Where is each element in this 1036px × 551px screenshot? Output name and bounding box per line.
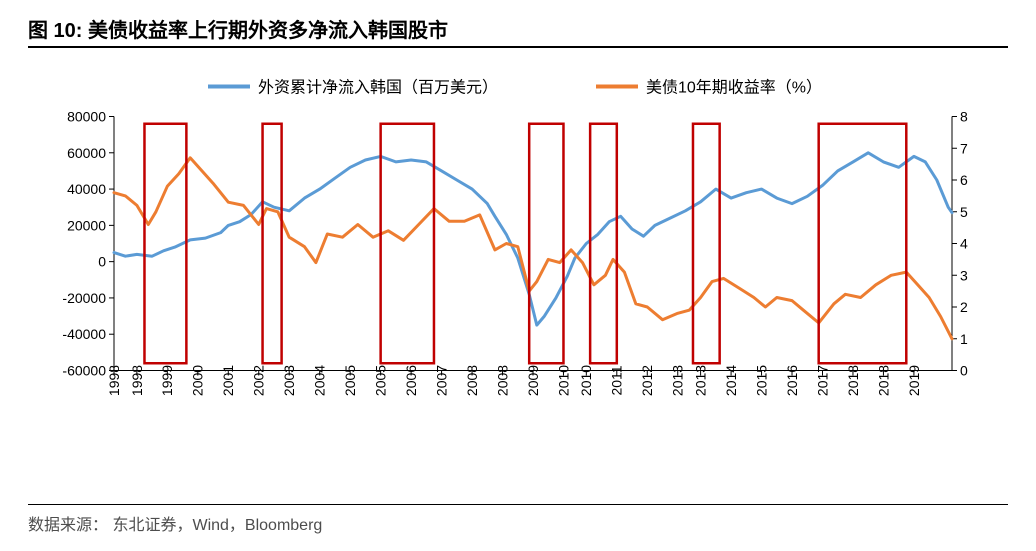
- source-label: 数据来源：: [28, 517, 108, 534]
- y-left-tick-label: -60000: [62, 363, 106, 379]
- x-tick-label: 2018: [875, 365, 891, 396]
- x-tick-label: 2004: [312, 365, 328, 396]
- y-right-tick-label: 6: [960, 172, 968, 188]
- highlight-box: [590, 124, 617, 363]
- legend-label: 美债10年期收益率（%）: [646, 79, 822, 97]
- y-right-tick-label: 1: [960, 331, 968, 347]
- x-tick-label: 2005: [373, 365, 389, 396]
- x-tick-label: 2016: [784, 365, 800, 396]
- highlight-box: [819, 124, 907, 363]
- y-right-tick-label: 7: [960, 140, 968, 156]
- title-rule: [28, 46, 1008, 48]
- figure-title: 美债收益率上行期外资多净流入韩国股市: [88, 20, 448, 42]
- x-tick-label: 2009: [525, 365, 541, 396]
- x-tick-label: 2013: [693, 365, 709, 396]
- y-right-tick-label: 8: [960, 109, 968, 125]
- x-tick-label: 2008: [494, 365, 510, 396]
- x-tick-label: 2006: [403, 365, 419, 396]
- y-left-tick-label: 20000: [67, 217, 106, 233]
- x-tick-label: 1998: [106, 365, 122, 396]
- y-left-tick-label: -40000: [62, 326, 106, 342]
- x-tick-label: 1998: [129, 365, 145, 396]
- x-tick-label: 2011: [609, 365, 625, 395]
- x-tick-label: 2014: [723, 365, 739, 396]
- y-left-tick-label: 40000: [67, 181, 106, 197]
- y-left-tick-label: 60000: [67, 145, 106, 161]
- x-tick-label: 2015: [753, 365, 769, 396]
- source-text: 东北证券，Wind，Bloomberg: [112, 517, 322, 534]
- x-tick-label: 1999: [159, 365, 175, 396]
- legend-label: 外资累计净流入韩国（百万美元）: [258, 79, 498, 97]
- y-right-tick-label: 2: [960, 299, 968, 315]
- x-tick-label: 2001: [220, 365, 236, 396]
- series-foreign-inflow: [114, 153, 952, 325]
- highlight-box: [693, 124, 720, 363]
- y-right-tick-label: 4: [960, 236, 968, 252]
- figure-number: 图 10:: [28, 20, 82, 42]
- y-right-tick-label: 5: [960, 204, 968, 220]
- chart-container: 外资累计净流入韩国（百万美元） 美债10年期收益率（%） -60000 -40000 -…: [28, 60, 1008, 481]
- x-tick-label: 2012: [639, 365, 655, 396]
- x-tick-label: 2003: [281, 365, 297, 396]
- source-rule: [28, 504, 1008, 505]
- x-tick-label: 2005: [342, 365, 358, 396]
- x-tick-label: 2019: [906, 365, 922, 396]
- x-tick-label: 2000: [190, 365, 206, 396]
- x-tick-label: 2002: [251, 365, 267, 396]
- x-tick-label: 2018: [845, 365, 861, 396]
- chart-svg: 外资累计净流入韩国（百万美元） 美债10年期收益率（%） -60000 -40000 -…: [28, 60, 1008, 481]
- x-tick-label: 2013: [670, 365, 686, 396]
- y-left-tick-label: 80000: [67, 109, 106, 125]
- x-tick-label: 2008: [464, 365, 480, 396]
- x-tick-label: 2007: [433, 365, 449, 396]
- y-left-tick-label: -20000: [62, 290, 106, 306]
- y-right-tick-label: 0: [960, 363, 968, 379]
- highlight-box: [529, 124, 563, 363]
- highlight-box: [263, 124, 282, 363]
- x-tick-label: 2017: [814, 365, 830, 396]
- y-right-tick-label: 3: [960, 267, 968, 283]
- x-tick-label: 2010: [555, 365, 571, 396]
- y-left-tick-label: 0: [98, 254, 106, 270]
- x-tick-label: 2010: [578, 365, 594, 396]
